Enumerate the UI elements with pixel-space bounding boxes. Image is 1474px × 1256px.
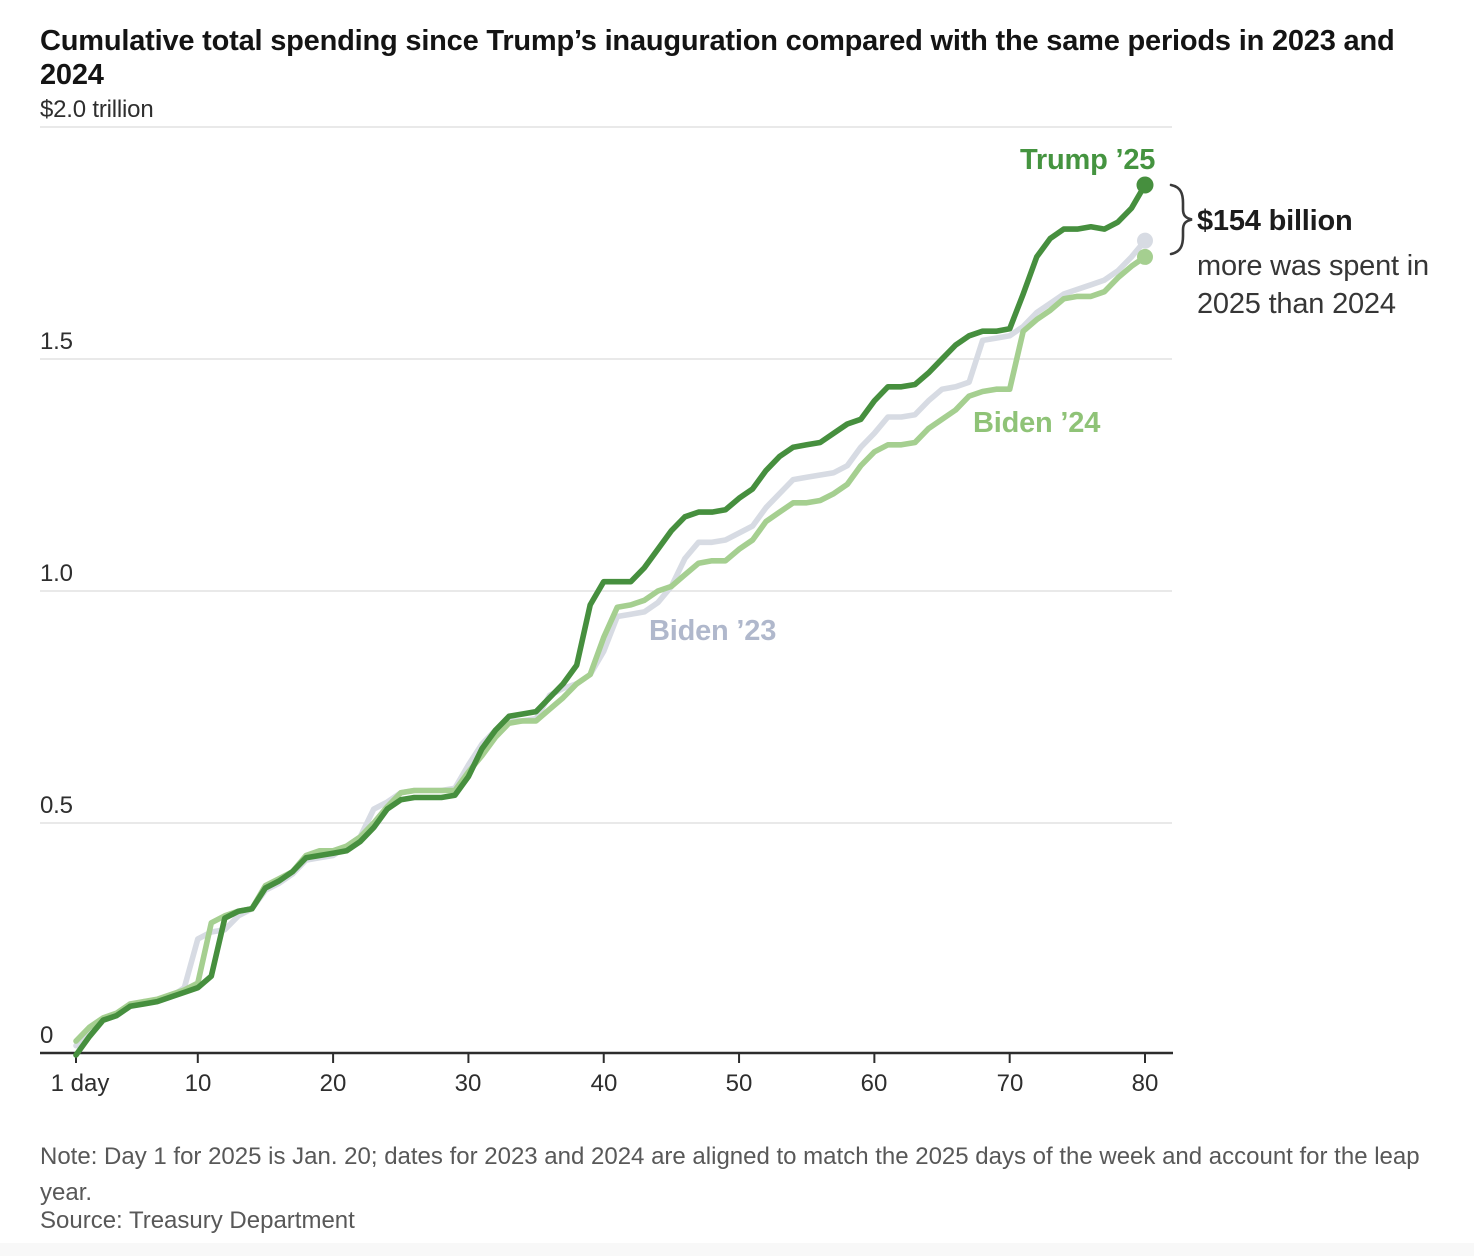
chart-title: Cumulative total spending since Trump’s … [40,25,1395,91]
series-label-biden-23: Biden ’23 [649,615,777,647]
y-tick-label-0: 0 [40,1022,54,1049]
bottom-divider [0,1243,1474,1256]
y-tick-label-0-5: 0.5 [40,792,73,819]
x-tick-label-20: 20 [319,1070,347,1097]
x-tick-label-60: 60 [860,1070,888,1097]
x-tick-label-30: 30 [454,1070,482,1097]
x-tick-label-80: 80 [1131,1070,1159,1097]
annotation-text: more was spent in 2025 than 2024 [1197,250,1429,320]
chart-note: Note: Day 1 for 2025 is Jan. 20; dates f… [40,1143,1420,1206]
x-tick-label-70: 70 [996,1070,1024,1097]
series-label-trump-25: Trump ’25 [1020,144,1156,176]
y-tick-label-1-0: 1.0 [40,560,73,587]
y-tick-label-2-0: $2.0 trillion [40,96,154,123]
annotation-value: $154 billion [1197,205,1353,237]
x-tick-label-10: 10 [184,1070,212,1097]
x-tick-label-50: 50 [725,1070,753,1097]
x-tick-label-day1: 1 day [50,1070,110,1097]
chart-source: Source: Treasury Department [40,1207,355,1234]
series-label-biden-24: Biden ’24 [973,407,1101,439]
y-tick-label-1-5: 1.5 [40,328,73,355]
x-tick-label-40: 40 [590,1070,618,1097]
